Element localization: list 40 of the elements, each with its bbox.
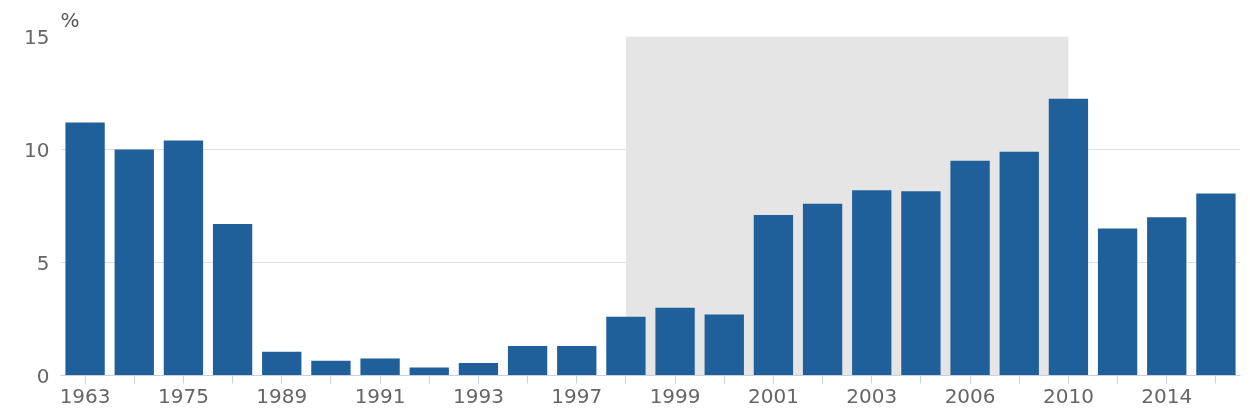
x-tick-label: 1991 (354, 383, 406, 408)
bar (458, 363, 499, 376)
x-tick-label: 2003 (846, 383, 898, 408)
bar (704, 314, 744, 376)
x-tick-label: 1989 (256, 383, 308, 408)
x-tick-label: 2006 (944, 383, 996, 408)
x-tick-label: 1997 (551, 383, 603, 408)
x-tick-label: 1993 (452, 383, 504, 408)
bar (212, 224, 253, 376)
bar (1048, 98, 1089, 376)
bar (65, 122, 105, 376)
bar (606, 316, 646, 376)
y-axis-title: % (60, 7, 80, 32)
x-tick-label: 2010 (1042, 383, 1094, 408)
bar (507, 346, 548, 376)
bar (163, 140, 204, 376)
y-tick-label: 5 (36, 250, 50, 275)
bar (262, 351, 302, 376)
bar (360, 358, 400, 376)
y-tick-label: 0 (36, 363, 50, 388)
x-tick-label: 2001 (747, 383, 799, 408)
bar (852, 190, 892, 376)
y-tick-label: 15 (24, 24, 50, 49)
bar (802, 203, 843, 376)
bar (1196, 193, 1236, 376)
x-tick-label: 1975 (157, 383, 209, 408)
bar (311, 360, 351, 376)
bar (1097, 228, 1138, 376)
x-tick-label: 1999 (649, 383, 701, 408)
y-tick-label: 10 (24, 137, 50, 162)
bar (753, 215, 794, 376)
x-tick-label: 1963 (59, 383, 111, 408)
x-tick-label: 2014 (1141, 383, 1193, 408)
bar (999, 151, 1039, 376)
bar (950, 160, 990, 376)
bar (1147, 217, 1187, 376)
bar (114, 149, 154, 376)
bar (557, 346, 597, 376)
bar (655, 307, 695, 376)
bar (901, 191, 941, 376)
